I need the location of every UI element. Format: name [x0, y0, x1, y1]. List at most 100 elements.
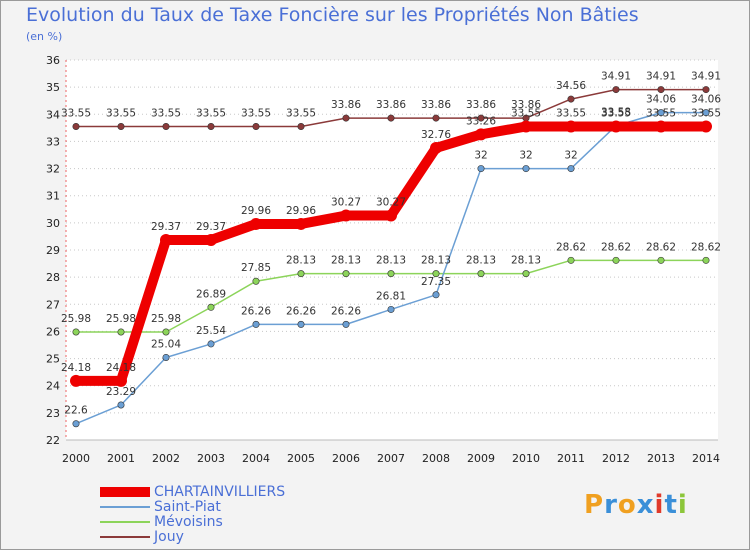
data-label: 33.26: [466, 115, 496, 127]
data-point: [252, 320, 260, 328]
legend-label: Jouy: [154, 528, 184, 545]
data-point: [72, 328, 80, 336]
data-point: [250, 217, 262, 230]
x-tick-label: 2007: [377, 452, 405, 465]
data-label: 33.55: [556, 108, 586, 120]
data-point: [612, 256, 620, 264]
data-point: [702, 86, 710, 94]
data-label: 26.81: [376, 290, 406, 302]
legend-swatch: [100, 535, 150, 538]
data-label: 33.86: [376, 99, 406, 111]
legend-item-saint-piat: Saint-Piat: [100, 498, 285, 515]
data-label: 28.13: [286, 255, 316, 267]
data-label: 33.55: [511, 108, 541, 120]
x-tick-label: 2012: [602, 452, 630, 465]
x-tick-label: 2005: [287, 452, 315, 465]
data-point: [117, 328, 125, 336]
data-point: [567, 165, 575, 173]
data-point: [340, 209, 352, 222]
y-tick-label: 22: [46, 434, 60, 447]
data-point: [295, 217, 307, 230]
y-tick-label: 32: [46, 163, 60, 176]
data-point: [342, 114, 350, 122]
data-label: 22.6: [64, 405, 88, 417]
data-point: [610, 120, 622, 133]
data-label: 33.86: [466, 99, 496, 111]
data-point: [162, 328, 170, 336]
y-tick-label: 26: [46, 325, 60, 338]
data-point: [342, 270, 350, 278]
data-label: 28.13: [466, 255, 496, 267]
data-label: 33.55: [196, 108, 226, 120]
data-point: [432, 270, 440, 278]
data-point: [387, 114, 395, 122]
data-label: 34.06: [691, 94, 721, 106]
data-label: 33.55: [691, 108, 721, 120]
data-point: [252, 123, 260, 131]
data-label: 26.26: [331, 305, 361, 317]
data-point: [477, 270, 485, 278]
data-point: [612, 86, 620, 94]
data-label: 28.13: [331, 255, 361, 267]
logo-letter: t: [664, 490, 678, 520]
data-point: [702, 256, 710, 264]
data-point: [387, 305, 395, 313]
legend-item-mévoisins: Mévoisins: [100, 513, 285, 530]
data-point: [117, 123, 125, 131]
legend: CHARTAINVILLIERS Saint-Piat Mévoisins Jouy: [100, 483, 286, 545]
data-label: 34.56: [556, 80, 586, 92]
data-point: [207, 340, 215, 348]
data-label: 33.58: [601, 107, 631, 119]
data-label: 34.91: [601, 71, 631, 83]
legend-label: Mévoisins: [154, 513, 223, 530]
data-point: [655, 120, 667, 133]
data-label: 25.98: [61, 313, 91, 325]
data-label: 27.35: [421, 276, 451, 288]
data-label: 33.55: [106, 108, 136, 120]
data-label: 24.18: [61, 362, 91, 374]
data-label: 28.62: [556, 241, 586, 253]
chart-title: Evolution du Taux de Taxe Foncière sur l…: [26, 4, 639, 26]
legend-swatch: [100, 520, 150, 523]
data-label: 25.54: [196, 325, 226, 337]
data-point: [387, 270, 395, 278]
data-label: 28.13: [376, 255, 406, 267]
data-label: 26.26: [241, 305, 271, 317]
data-label: 29.37: [151, 221, 181, 233]
x-tick-label: 2003: [197, 452, 225, 465]
data-point: [477, 114, 485, 122]
y-tick-label: 34: [46, 108, 60, 121]
logo-letter: x: [636, 490, 655, 520]
legend-swatch: [100, 505, 150, 508]
y-tick-label: 35: [46, 81, 60, 94]
x-tick-label: 2004: [242, 452, 270, 465]
data-point: [657, 109, 665, 117]
data-label: 34.91: [691, 71, 721, 83]
x-tick-label: 2002: [152, 452, 180, 465]
data-label: 33.86: [331, 99, 361, 111]
y-tick-label: 30: [46, 217, 60, 230]
data-point: [657, 86, 665, 94]
data-label: 33.55: [151, 108, 181, 120]
x-tick-label: 2009: [467, 452, 495, 465]
data-label: 34.06: [646, 94, 676, 106]
x-tick-label: 2001: [107, 452, 135, 465]
data-point: [702, 109, 710, 117]
data-label: 32: [474, 150, 487, 162]
data-label: 28.13: [511, 255, 541, 267]
data-label: 33.55: [286, 108, 316, 120]
x-tick-label: 2000: [62, 452, 90, 465]
data-point: [385, 209, 397, 222]
data-point: [205, 233, 217, 246]
y-tick-label: 24: [46, 380, 60, 393]
x-tick-label: 2011: [557, 452, 585, 465]
x-tick-label: 2010: [512, 452, 540, 465]
legend-label: Saint-Piat: [154, 498, 221, 515]
data-point: [160, 233, 172, 246]
y-tick-label: 33: [46, 135, 60, 148]
data-point: [567, 256, 575, 264]
legend-label: CHARTAINVILLIERS: [154, 483, 286, 500]
data-point: [342, 320, 350, 328]
data-label: 28.13: [421, 255, 451, 267]
y-tick-label: 25: [46, 353, 60, 366]
